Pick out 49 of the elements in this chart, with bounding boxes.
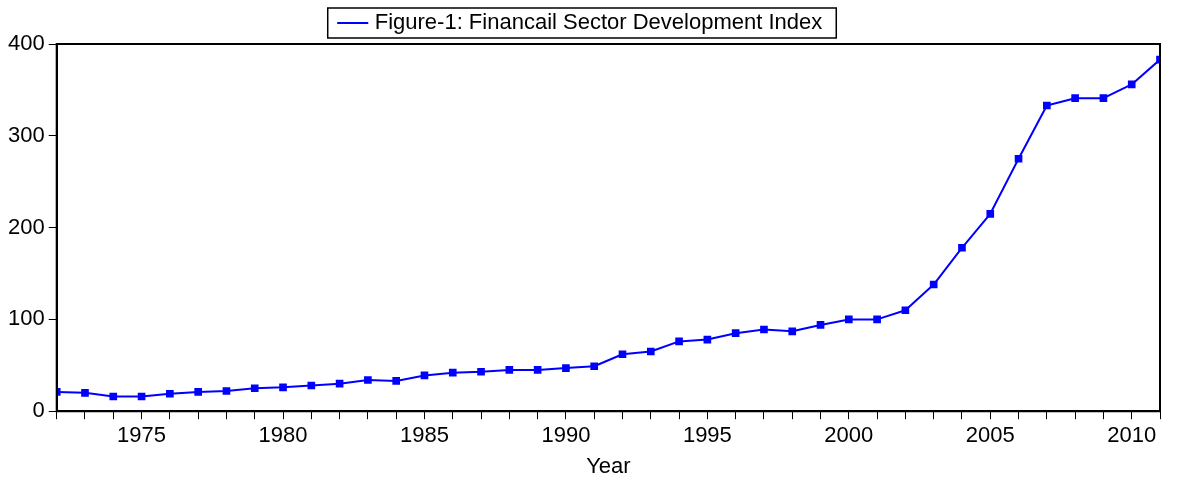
point — [222, 387, 231, 395]
point — [618, 350, 627, 359]
point — [788, 327, 797, 336]
y-tick-label: 300 — [7, 121, 45, 147]
x-tick-label: 2010 — [1107, 422, 1157, 448]
point — [166, 389, 174, 398]
x-tick-label: 1995 — [682, 422, 732, 448]
point — [1014, 154, 1023, 163]
point — [194, 388, 202, 396]
x-tick-label: 2005 — [965, 422, 1015, 448]
point — [1127, 80, 1136, 89]
x-axis-title: Year — [586, 452, 631, 478]
y-tick-label: 200 — [7, 213, 45, 239]
point — [731, 329, 740, 337]
point — [1071, 94, 1079, 102]
point — [477, 367, 485, 376]
point — [844, 315, 853, 324]
x-tick-label: 1975 — [117, 422, 167, 448]
x-tick-label: 1985 — [399, 422, 449, 448]
point — [1099, 94, 1108, 102]
legend-label: Figure-1: Financail Sector Development Index — [374, 9, 823, 35]
point — [250, 384, 259, 393]
point — [816, 321, 825, 329]
point — [760, 325, 768, 334]
point — [873, 315, 881, 324]
point — [505, 366, 514, 374]
point — [562, 364, 570, 372]
point — [958, 243, 966, 252]
point — [1043, 101, 1051, 110]
point — [675, 337, 683, 346]
point — [590, 362, 599, 371]
point — [901, 306, 910, 315]
point — [646, 347, 655, 356]
point — [929, 280, 938, 289]
point — [109, 392, 118, 401]
point — [81, 389, 89, 397]
point — [279, 383, 287, 392]
point — [307, 381, 316, 390]
point — [392, 377, 401, 385]
point — [533, 366, 542, 374]
point — [364, 376, 372, 384]
x-tick-label: 1990 — [541, 422, 591, 448]
y-tick-label: 0 — [32, 397, 45, 423]
y-tick-label: 400 — [7, 30, 45, 56]
x-tick-label: 1980 — [258, 422, 308, 448]
point — [448, 368, 457, 377]
point — [986, 210, 995, 218]
y-tick-label: 100 — [7, 305, 45, 331]
x-tick-label: 2000 — [824, 422, 874, 448]
